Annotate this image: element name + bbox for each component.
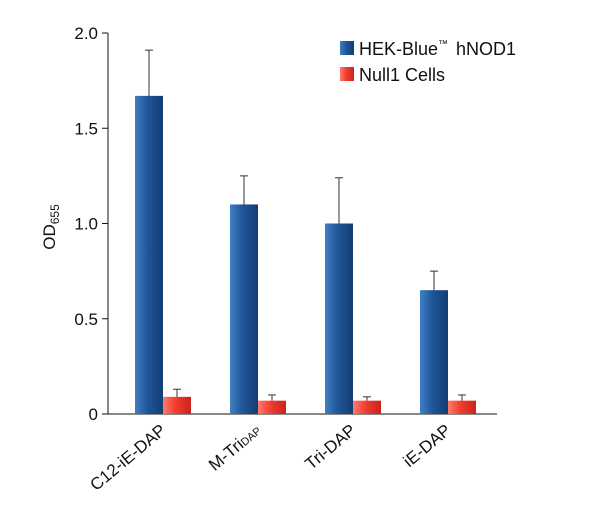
bar — [230, 204, 258, 414]
legend: HEK-Blue™ hNOD1 Null1 Cells — [340, 39, 516, 85]
y-tick-label: 0.5 — [74, 310, 98, 329]
x-tick-label: Tri-DAP — [302, 421, 360, 474]
legend-hek-rest: hNOD1 — [456, 39, 516, 59]
error-bars — [145, 49, 466, 401]
x-tick-label: M-TriDAP — [205, 421, 264, 475]
bar — [353, 400, 381, 414]
legend-swatch-hek — [340, 41, 354, 55]
bar — [325, 223, 353, 414]
legend-label-null1: Null1 Cells — [359, 65, 445, 85]
y-axis-label: OD655 — [40, 204, 62, 250]
y-ticks: 0 0.5 1.0 1.5 2.0 — [74, 24, 108, 424]
bar — [163, 396, 191, 414]
bar — [135, 95, 163, 415]
legend-hek-sup: ™ — [438, 39, 448, 50]
legend-label-hek: HEK-Blue™ hNOD1 — [359, 39, 516, 59]
bar — [448, 400, 476, 414]
legend-hek-main: HEK-Blue — [359, 39, 438, 59]
y-tick-label: 2.0 — [74, 24, 98, 43]
bar — [258, 400, 286, 414]
y-axis-label-sub: 655 — [48, 204, 62, 224]
x-tick-labels: C12-iE-DAP M-TriDAP Tri-DAP iE-DAP — [86, 421, 454, 495]
bars — [135, 95, 476, 415]
x-tick-label: iE-DAP — [400, 421, 455, 471]
bar — [420, 290, 448, 414]
y-axis-label-main: OD — [40, 224, 59, 250]
x-tick-label: C12-iE-DAP — [86, 421, 169, 495]
legend-swatch-null1 — [340, 67, 354, 81]
y-tick-label: 1.0 — [74, 215, 98, 234]
y-tick-label: 1.5 — [74, 119, 98, 138]
y-tick-label: 0 — [89, 405, 98, 424]
